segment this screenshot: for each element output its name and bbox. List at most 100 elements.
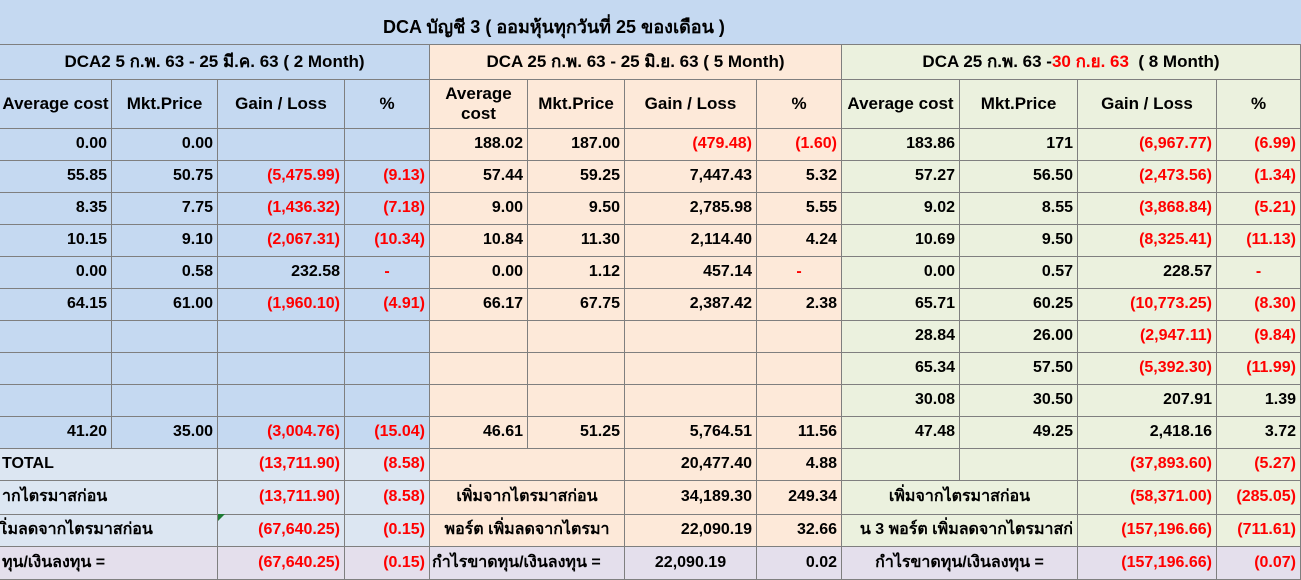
table-cell[interactable]: 0.58	[112, 257, 218, 289]
table-cell[interactable]: 188.02	[430, 129, 528, 161]
table-cell[interactable]	[0, 321, 112, 353]
table-cell[interactable]: 0.00	[842, 257, 960, 289]
table-cell[interactable]: 10.84	[430, 225, 528, 257]
table-cell[interactable]: 187.00	[528, 129, 625, 161]
table-cell[interactable]: 2,387.42	[625, 289, 757, 321]
table-cell[interactable]: 2,785.98	[625, 193, 757, 225]
table-cell[interactable]: 0.57	[960, 257, 1078, 289]
table-cell[interactable]: (9.13)	[345, 161, 430, 193]
table-cell[interactable]: 59.25	[528, 161, 625, 193]
table-cell[interactable]: -	[1217, 257, 1301, 289]
table-cell[interactable]: 55.85	[0, 161, 112, 193]
table-cell[interactable]: (11.99)	[1217, 353, 1301, 385]
table-cell[interactable]: 2,418.16	[1078, 417, 1217, 449]
table-cell[interactable]: 0.00	[0, 129, 112, 161]
table-cell[interactable]: 49.25	[960, 417, 1078, 449]
table-cell[interactable]: 183.86	[842, 129, 960, 161]
table-cell[interactable]	[757, 385, 842, 417]
table-cell[interactable]: 30.50	[960, 385, 1078, 417]
table-cell[interactable]: -	[757, 257, 842, 289]
table-cell[interactable]	[218, 129, 345, 161]
table-cell[interactable]: 1.12	[528, 257, 625, 289]
table-cell[interactable]	[218, 385, 345, 417]
table-cell[interactable]: (10.34)	[345, 225, 430, 257]
table-cell[interactable]: 66.17	[430, 289, 528, 321]
table-cell[interactable]: 8.55	[960, 193, 1078, 225]
table-cell[interactable]: 65.71	[842, 289, 960, 321]
table-cell[interactable]	[528, 385, 625, 417]
table-cell[interactable]	[625, 321, 757, 353]
table-cell[interactable]	[112, 353, 218, 385]
table-cell[interactable]	[345, 353, 430, 385]
table-cell[interactable]: 9.50	[960, 225, 1078, 257]
table-cell[interactable]: 47.48	[842, 417, 960, 449]
table-cell[interactable]	[0, 353, 112, 385]
table-cell[interactable]: 57.27	[842, 161, 960, 193]
table-cell[interactable]: 50.75	[112, 161, 218, 193]
table-cell[interactable]: (10,773.25)	[1078, 289, 1217, 321]
table-cell[interactable]	[625, 385, 757, 417]
table-cell[interactable]	[112, 321, 218, 353]
table-cell[interactable]: (3,004.76)	[218, 417, 345, 449]
table-cell[interactable]: (5.21)	[1217, 193, 1301, 225]
table-cell[interactable]: (6.99)	[1217, 129, 1301, 161]
table-cell[interactable]	[625, 353, 757, 385]
table-cell[interactable]: -	[345, 257, 430, 289]
table-cell[interactable]: (2,473.56)	[1078, 161, 1217, 193]
table-cell[interactable]: (2,067.31)	[218, 225, 345, 257]
table-cell[interactable]: 30.08	[842, 385, 960, 417]
table-cell[interactable]: 9.10	[112, 225, 218, 257]
table-cell[interactable]: (15.04)	[345, 417, 430, 449]
table-cell[interactable]: 51.25	[528, 417, 625, 449]
table-cell[interactable]: 207.91	[1078, 385, 1217, 417]
table-cell[interactable]: 7,447.43	[625, 161, 757, 193]
table-cell[interactable]: (9.84)	[1217, 321, 1301, 353]
table-cell[interactable]: 5.32	[757, 161, 842, 193]
table-cell[interactable]: 5,764.51	[625, 417, 757, 449]
table-cell[interactable]: 46.61	[430, 417, 528, 449]
table-cell[interactable]: 228.57	[1078, 257, 1217, 289]
table-cell[interactable]: (1,960.10)	[218, 289, 345, 321]
table-cell[interactable]	[430, 321, 528, 353]
table-cell[interactable]	[430, 385, 528, 417]
table-cell[interactable]: 56.50	[960, 161, 1078, 193]
table-cell[interactable]	[345, 321, 430, 353]
table-cell[interactable]	[757, 353, 842, 385]
table-cell[interactable]: 0.00	[0, 257, 112, 289]
table-cell[interactable]: 8.35	[0, 193, 112, 225]
table-cell[interactable]: (3,868.84)	[1078, 193, 1217, 225]
table-cell[interactable]: 11.30	[528, 225, 625, 257]
table-cell[interactable]: 57.50	[960, 353, 1078, 385]
table-cell[interactable]: 2.38	[757, 289, 842, 321]
table-cell[interactable]: (11.13)	[1217, 225, 1301, 257]
table-cell[interactable]: 457.14	[625, 257, 757, 289]
table-cell[interactable]: (8.30)	[1217, 289, 1301, 321]
table-cell[interactable]	[430, 353, 528, 385]
table-cell[interactable]: (8,325.41)	[1078, 225, 1217, 257]
table-cell[interactable]: (5,475.99)	[218, 161, 345, 193]
table-cell[interactable]: 65.34	[842, 353, 960, 385]
table-cell[interactable]	[218, 353, 345, 385]
table-cell[interactable]: 41.20	[0, 417, 112, 449]
table-cell[interactable]: (4.91)	[345, 289, 430, 321]
table-cell[interactable]: 57.44	[430, 161, 528, 193]
table-cell[interactable]: 2,114.40	[625, 225, 757, 257]
table-cell[interactable]: 67.75	[528, 289, 625, 321]
table-cell[interactable]: 4.24	[757, 225, 842, 257]
table-cell[interactable]: 28.84	[842, 321, 960, 353]
table-cell[interactable]: 35.00	[112, 417, 218, 449]
table-cell[interactable]: 9.00	[430, 193, 528, 225]
table-cell[interactable]	[345, 129, 430, 161]
table-cell[interactable]: 0.00	[430, 257, 528, 289]
table-cell[interactable]	[218, 321, 345, 353]
table-cell[interactable]: 61.00	[112, 289, 218, 321]
table-cell[interactable]: 7.75	[112, 193, 218, 225]
table-cell[interactable]: (6,967.77)	[1078, 129, 1217, 161]
table-cell[interactable]	[345, 385, 430, 417]
table-cell[interactable]	[528, 353, 625, 385]
table-cell[interactable]: 64.15	[0, 289, 112, 321]
table-cell[interactable]: (5,392.30)	[1078, 353, 1217, 385]
table-cell[interactable]: 171	[960, 129, 1078, 161]
table-cell[interactable]	[528, 321, 625, 353]
table-cell[interactable]	[112, 385, 218, 417]
